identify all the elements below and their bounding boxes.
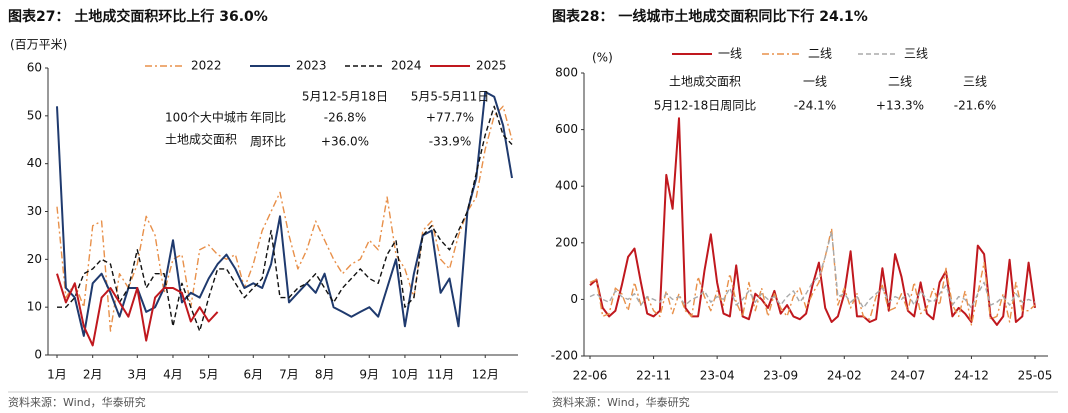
annotation-caption: 100个大中城市: [165, 110, 248, 125]
chart-title: 图表27： 土地成交面积环比上行 36.0%: [8, 8, 268, 25]
annotation-value: -24.1%: [794, 99, 836, 113]
x-tick-label: 7月: [279, 368, 299, 382]
series-line: [57, 105, 513, 332]
annotation-caption: 5月12-18日周同比: [654, 99, 757, 113]
y-tick-label: 10: [27, 300, 42, 314]
annotation-row-label: 年同比: [250, 111, 286, 125]
series-line: [56, 273, 219, 347]
y-tick-label: 0: [34, 348, 42, 362]
y-tick-label: 50: [27, 108, 42, 122]
series-line: [589, 227, 1036, 326]
annotation-column: 三线: [963, 75, 987, 89]
annotation-value: +13.3%: [876, 99, 924, 113]
y-tick-label: 60: [27, 61, 42, 75]
x-tick-label: 23-09: [763, 369, 798, 383]
y-tick-label: 400: [555, 179, 578, 193]
x-tick-label: 8月: [315, 368, 335, 382]
y-tick-label: 800: [555, 66, 578, 80]
x-tick-label: 24-02: [827, 369, 862, 383]
legend-label: 二线: [808, 47, 832, 61]
annotation-caption: 土地成交面积: [669, 74, 741, 89]
y-tick-label: 40: [27, 156, 42, 170]
x-tick-label: 11月: [427, 368, 454, 382]
x-tick-label: 12月: [472, 368, 499, 382]
annotation-value: -26.8%: [324, 111, 366, 125]
annotation-value: -33.9%: [429, 135, 471, 149]
legend-label: 一线: [718, 47, 742, 61]
y-tick-label: 0: [570, 292, 578, 306]
legend-label: 2025: [476, 59, 507, 73]
legend-label: 三线: [904, 47, 928, 61]
x-tick-label: 24-12: [954, 369, 989, 383]
x-tick-label: 4月: [163, 368, 183, 382]
series-line: [589, 230, 1036, 309]
annotation-value: -21.6%: [954, 99, 996, 113]
annotation-caption: 土地成交面积: [165, 132, 237, 147]
y-axis-label: (%): [592, 51, 613, 65]
chart-title: 图表28： 一线城市土地成交面积同比下行 24.1%: [552, 8, 868, 25]
annotation-row-label: 周环比: [250, 135, 286, 149]
x-tick-label: 24-07: [890, 369, 925, 383]
annotation-column: 二线: [888, 75, 912, 89]
series-line: [56, 90, 513, 337]
x-tick-label: 23-04: [700, 369, 735, 383]
x-tick-label: 22-11: [636, 369, 671, 383]
y-tick-label: 20: [27, 252, 42, 266]
y-tick-label: -200: [551, 349, 578, 363]
legend-label: 2024: [391, 59, 422, 73]
y-tick-label: 600: [555, 122, 578, 136]
annotation-value: +36.0%: [321, 135, 369, 149]
y-tick-label: 200: [555, 235, 578, 249]
x-tick-label: 25-05: [1018, 369, 1053, 383]
y-axis-label: (百万平米): [10, 38, 67, 52]
x-tick-label: 1月: [47, 368, 67, 382]
x-tick-label: 9月: [359, 368, 379, 382]
source-note: 资料来源：Wind，华泰研究: [552, 395, 690, 409]
x-tick-label: 5月: [199, 368, 219, 382]
legend-label: 2022: [191, 59, 222, 73]
annotation-column: 5月5-5月11日: [411, 90, 490, 104]
x-tick-label: 3月: [127, 368, 147, 382]
annotation-column: 5月12-5月18日: [302, 90, 388, 104]
series-line: [56, 105, 513, 332]
x-tick-label: 2月: [83, 368, 103, 382]
annotation-value: +77.7%: [426, 111, 474, 125]
x-tick-label: 22-06: [573, 369, 608, 383]
annotation-column: 一线: [803, 75, 827, 89]
legend-label: 2023: [296, 59, 327, 73]
x-tick-label: 10月: [391, 368, 418, 382]
source-note: 资料来源：Wind，华泰研究: [8, 395, 146, 409]
y-tick-label: 30: [27, 204, 42, 218]
x-tick-label: 6月: [243, 368, 263, 382]
